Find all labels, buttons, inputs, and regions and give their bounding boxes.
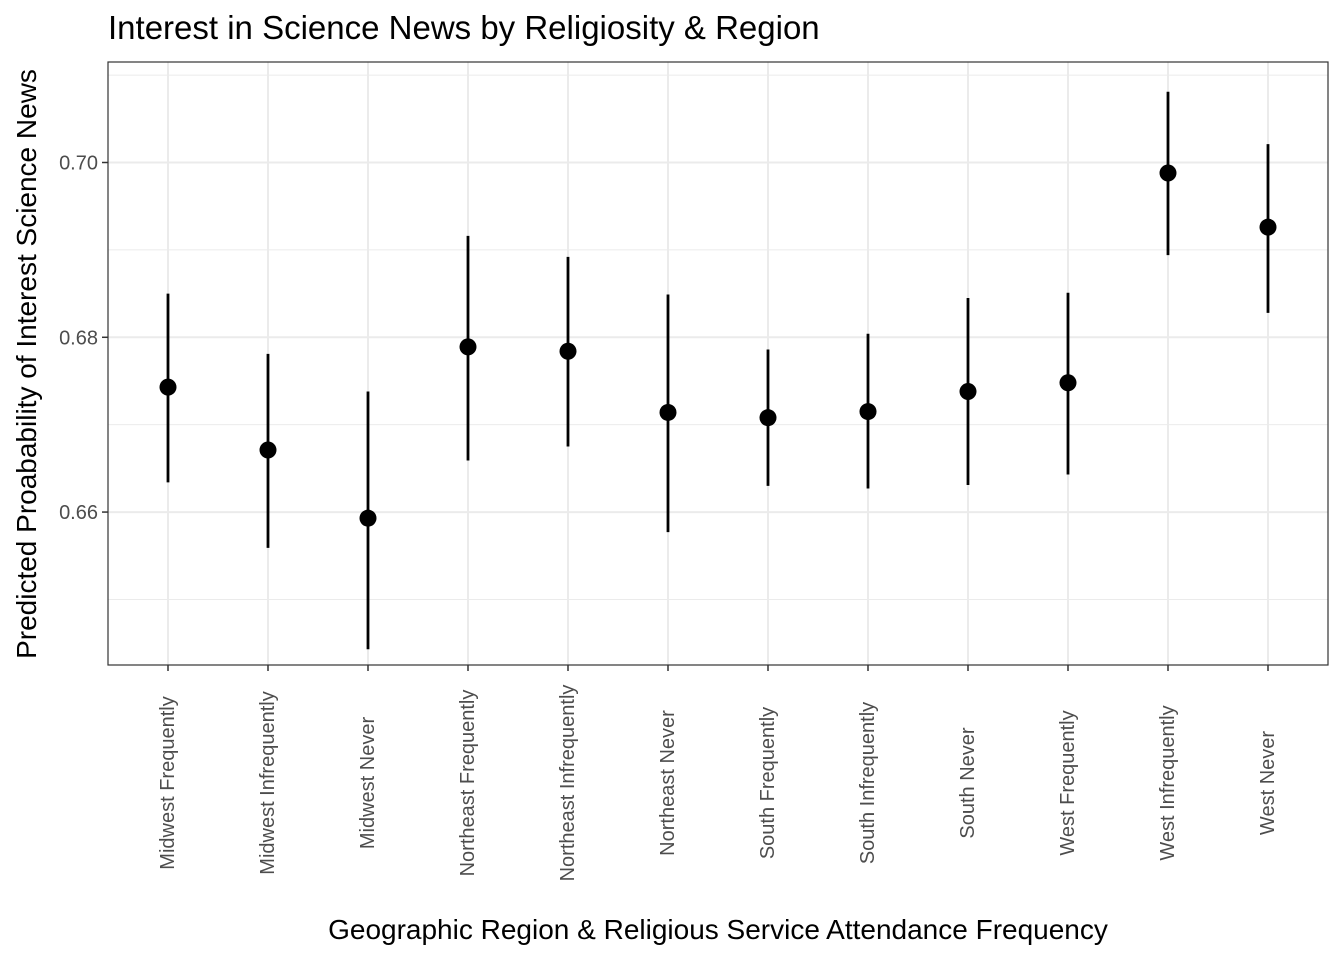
x-tick-label: West Never (1257, 731, 1279, 835)
x-tick-label: West Infrequently (1157, 705, 1179, 860)
plot-panel (107, 61, 1329, 666)
data-point (459, 338, 477, 356)
x-tick-label: Northeast Never (657, 710, 679, 856)
x-tick-label: Midwest Infrequently (257, 691, 279, 874)
data-point (1059, 374, 1077, 392)
x-tick-label: Midwest Frequently (157, 696, 179, 869)
grid (108, 62, 1328, 665)
y-axis: 0.66 0.68 0.70 (59, 153, 108, 524)
y-tick-label: 0.68 (59, 327, 98, 349)
data-point (859, 403, 877, 421)
chart-title: Interest in Science News by Religiosity … (108, 9, 820, 46)
data-point (759, 409, 777, 427)
x-tick-label: Northeast Frequently (457, 690, 479, 877)
x-axis-title: Geographic Region & Religious Service At… (328, 914, 1108, 945)
x-tick-label: South Infrequently (857, 702, 879, 864)
data-point (559, 342, 577, 360)
x-tick-label: Northeast Infrequently (557, 685, 579, 882)
x-axis: Midwest Frequently Midwest Infrequently Mi… (157, 665, 1279, 881)
data-point (359, 509, 377, 527)
points (159, 164, 1277, 527)
data-point (259, 441, 277, 459)
panel-border (107, 61, 1329, 666)
data-point (159, 378, 177, 396)
data-point (1159, 164, 1177, 182)
error-bars (166, 91, 1270, 650)
y-tick-label: 0.70 (59, 153, 98, 175)
x-tick-label: South Never (957, 727, 979, 839)
y-axis-title: Predicted Proabability of Interest Scien… (11, 69, 42, 659)
y-tick-label: 0.66 (59, 502, 98, 524)
data-point (1259, 218, 1277, 236)
data-point (659, 403, 677, 421)
x-tick-label: South Frequently (757, 707, 779, 859)
x-tick-label: Midwest Never (357, 717, 379, 850)
data-point (959, 382, 977, 400)
x-tick-label: West Frequently (1057, 710, 1079, 855)
